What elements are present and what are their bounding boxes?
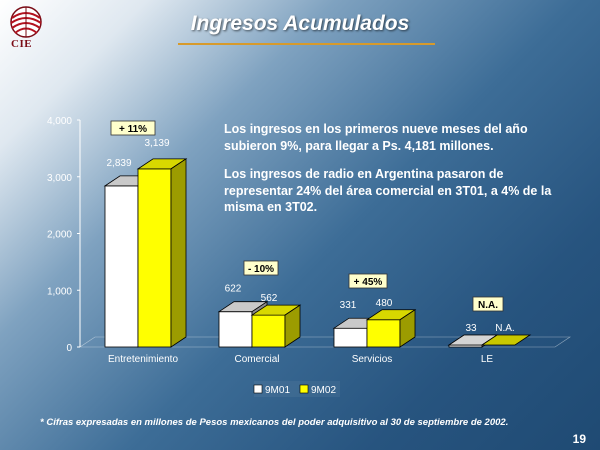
data-label: N.A. — [495, 323, 514, 334]
change-badge-text: + 11% — [119, 124, 147, 135]
data-label: 2,839 — [106, 158, 131, 169]
change-badge-box — [348, 273, 388, 289]
data-label: 480 — [376, 298, 393, 309]
legend-swatch — [299, 384, 309, 394]
data-label: 33 — [465, 323, 477, 334]
legend-swatch — [253, 384, 263, 394]
y-tick-label: 1,000 — [47, 286, 72, 297]
logo-text: CIE — [11, 38, 33, 50]
bar-1-0-face — [218, 311, 253, 348]
bar-2-1-side — [399, 309, 416, 348]
x-tick-label: Servicios — [352, 354, 393, 365]
y-tick-label: 0 — [66, 343, 72, 354]
change-badge-box — [472, 296, 504, 312]
data-label: 3,139 — [144, 138, 169, 149]
page-number: 19 — [572, 432, 586, 446]
bar-0-0-face — [104, 185, 139, 348]
bar-2-1-face — [366, 319, 401, 348]
data-label: 562 — [261, 293, 278, 304]
bar-1-1-side — [284, 304, 301, 348]
bar-1-1-face — [251, 314, 286, 348]
title-underline — [178, 43, 435, 45]
description-text: Los ingresos en los primeros nueve meses… — [224, 121, 574, 228]
x-tick-label: LE — [481, 354, 494, 365]
x-tick-label: Entretenimiento — [108, 354, 178, 365]
change-badge-text: N.A. — [478, 300, 498, 311]
bar-0-1-face — [137, 168, 172, 348]
legend-label: 9M02 — [311, 385, 336, 396]
page-title: Ingresos Acumulados — [190, 12, 410, 35]
cie-logo-icon — [10, 6, 42, 38]
le-bar-flat-2 — [480, 334, 532, 346]
y-tick-label: 4,000 — [47, 116, 72, 127]
footnote: * Cifras expresadas en millones de Pesos… — [40, 417, 509, 428]
change-badge-box — [110, 120, 156, 136]
bar-0-1-side — [170, 158, 187, 348]
change-badge-text: + 45% — [354, 277, 383, 288]
legend-box — [254, 381, 340, 397]
change-badge-box — [243, 260, 279, 276]
y-tick-label: 3,000 — [47, 173, 72, 184]
description-paragraph-2: Los ingresos de radio en Argentina pasar… — [224, 167, 552, 214]
y-tick-label: 2,000 — [47, 230, 72, 241]
x-tick-label: Comercial — [234, 354, 279, 365]
legend-label: 9M01 — [265, 385, 290, 396]
change-badge-text: - 10% — [248, 264, 274, 275]
bar-2-0-face — [333, 327, 368, 348]
data-label: 331 — [340, 300, 357, 311]
description-paragraph-1: Los ingresos en los primeros nueve meses… — [224, 122, 528, 153]
data-label: 622 — [225, 284, 242, 295]
